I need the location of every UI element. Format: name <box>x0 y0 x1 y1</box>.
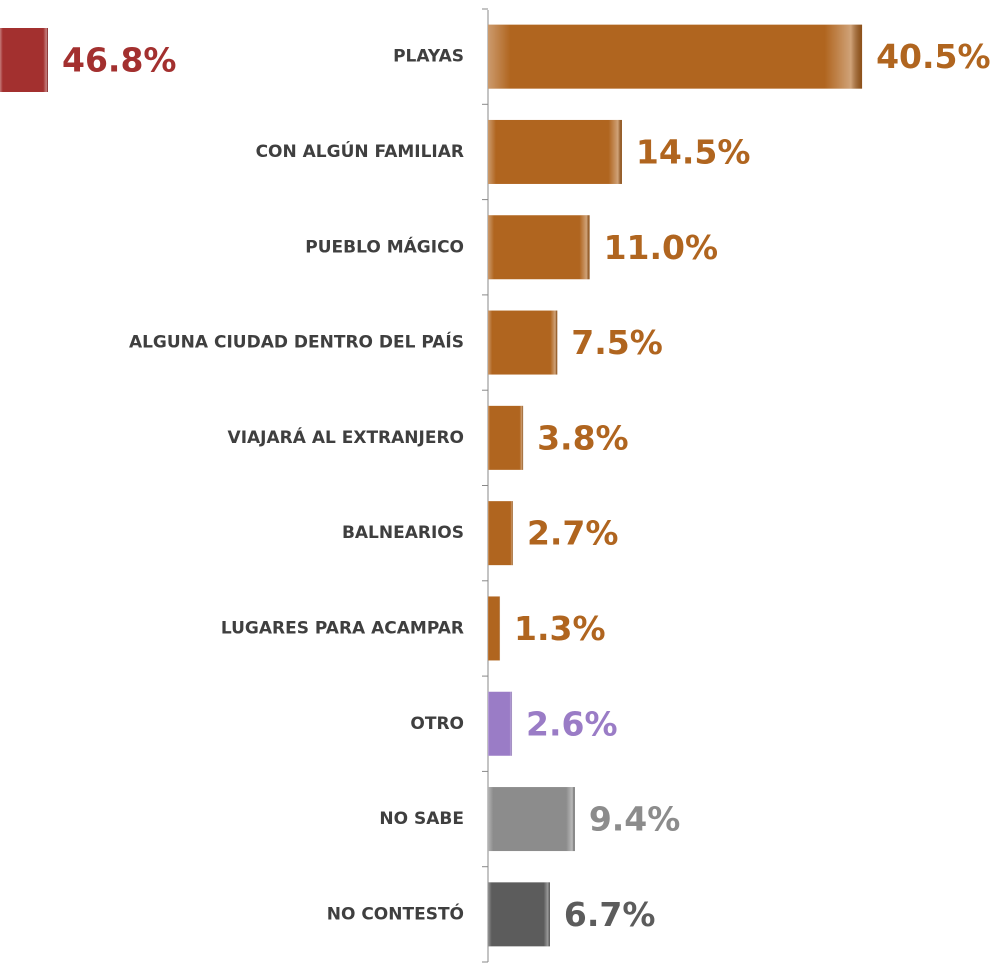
value-label: 14.5% <box>636 132 751 171</box>
category-label: LUGARES PARA ACAMPAR <box>221 618 464 638</box>
category-label: OTRO <box>410 714 464 734</box>
value-label: 2.7% <box>527 514 619 553</box>
value-label: 6.7% <box>564 895 656 934</box>
bar-shine <box>488 24 863 89</box>
category-label: VIAJARÁ AL EXTRANJERO <box>228 426 464 448</box>
category-label: BALNEARIOS <box>342 523 464 543</box>
category-label: NO SABE <box>379 809 464 829</box>
category-label: CON ALGÚN FAMILIAR <box>256 140 464 162</box>
bar-shine <box>488 882 550 947</box>
value-label: 1.3% <box>514 609 606 648</box>
bar-shine <box>488 596 501 661</box>
bar-shine <box>0 28 48 92</box>
bar-shine <box>488 310 558 375</box>
bar-shine <box>488 691 513 756</box>
value-label: 9.4% <box>589 800 681 839</box>
bar-shine <box>488 405 524 470</box>
category-label: PUEBLO MÁGICO <box>305 235 464 257</box>
partial-value-label: 46.8% <box>62 41 177 80</box>
value-label: 7.5% <box>571 323 663 362</box>
bar-shine <box>488 787 575 852</box>
bar-shine <box>488 215 590 280</box>
category-label: PLAYAS <box>393 47 464 67</box>
value-label: 40.5% <box>876 37 991 76</box>
bar-shine <box>488 119 622 184</box>
value-label: 2.6% <box>526 704 618 743</box>
category-label: ALGUNA CIUDAD DENTRO DEL PAÍS <box>129 331 464 353</box>
bar-shine <box>488 501 513 566</box>
value-label: 11.0% <box>604 228 719 267</box>
category-label: NO CONTESTÓ <box>327 902 464 924</box>
value-label: 3.8% <box>537 418 629 457</box>
